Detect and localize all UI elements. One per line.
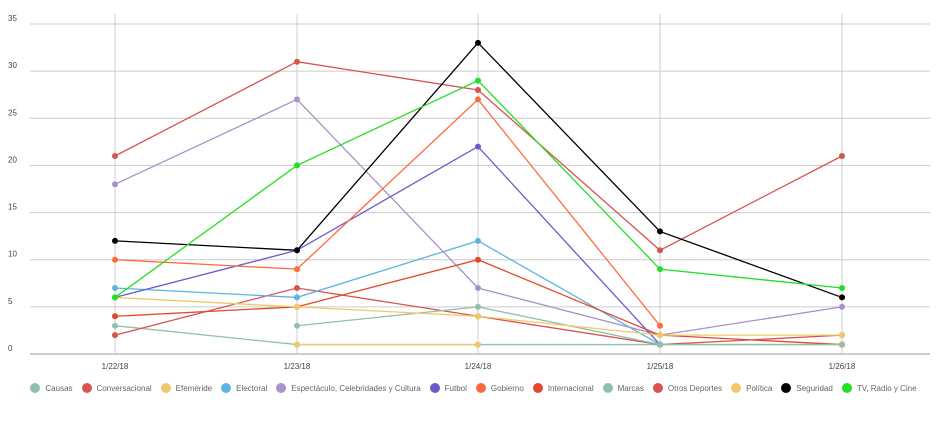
legend-item[interactable]: Otros Deportes bbox=[652, 383, 723, 393]
legend-marker-icon bbox=[276, 383, 287, 393]
legend-label: Causas bbox=[45, 383, 73, 393]
data-point bbox=[294, 162, 300, 169]
legend-marker-icon bbox=[652, 383, 663, 393]
data-point bbox=[294, 294, 300, 301]
legend-item[interactable]: Espectáculo, Celebridades y Cultura bbox=[276, 383, 421, 393]
legend-marker-icon bbox=[841, 383, 852, 393]
data-point bbox=[839, 294, 845, 301]
y-tick-label: 15 bbox=[8, 203, 17, 212]
legend-marker-icon bbox=[221, 383, 232, 393]
y-tick-label: 35 bbox=[8, 14, 17, 23]
data-point bbox=[112, 313, 118, 320]
data-point bbox=[657, 341, 663, 348]
legend-marker-icon bbox=[781, 383, 792, 393]
legend-marker-icon bbox=[81, 383, 92, 393]
data-point bbox=[657, 332, 663, 339]
series-line bbox=[114, 240, 661, 346]
data-point bbox=[657, 322, 663, 329]
data-point bbox=[112, 322, 118, 329]
y-tick-label: 0 bbox=[8, 344, 13, 353]
data-point bbox=[112, 256, 118, 263]
data-point bbox=[112, 294, 118, 301]
legend-item[interactable]: Gobierno bbox=[475, 383, 524, 393]
data-point bbox=[475, 341, 481, 348]
legend-item[interactable]: Efeméride bbox=[160, 383, 213, 393]
x-tick-label: 1/26/18 bbox=[829, 362, 856, 371]
series-line bbox=[114, 98, 661, 327]
data-point bbox=[475, 87, 481, 93]
data-point bbox=[657, 266, 663, 273]
legend-label: Otros Deportes bbox=[667, 383, 723, 393]
legend-label: Política bbox=[746, 383, 773, 393]
legend-marker-icon bbox=[731, 383, 742, 393]
y-tick-label: 30 bbox=[8, 61, 17, 70]
legend-label: Internacional bbox=[547, 383, 594, 393]
data-point bbox=[294, 341, 300, 348]
data-point bbox=[839, 332, 845, 339]
y-tick-label: 20 bbox=[8, 155, 17, 164]
data-point bbox=[475, 237, 481, 244]
legend-label: TV, Radio y Cine bbox=[856, 383, 917, 393]
legend-item[interactable]: Internacional bbox=[532, 383, 594, 393]
legend-item[interactable]: Política bbox=[731, 383, 772, 393]
data-point bbox=[839, 153, 845, 159]
legend-item[interactable]: Futbol bbox=[429, 383, 467, 393]
x-tick-label: 1/22/18 bbox=[102, 362, 129, 371]
data-point bbox=[839, 341, 845, 348]
legend-marker-icon bbox=[602, 383, 613, 393]
data-point bbox=[294, 58, 300, 65]
legend-item[interactable]: Marcas bbox=[602, 383, 644, 393]
legend-item[interactable]: Seguridad bbox=[781, 383, 833, 393]
legend-marker-icon bbox=[429, 383, 440, 393]
legend-marker-icon bbox=[532, 383, 543, 393]
legend-marker-icon bbox=[475, 383, 486, 393]
y-tick-label: 10 bbox=[8, 250, 17, 259]
x-tick-label: 1/25/18 bbox=[647, 362, 674, 371]
data-point bbox=[294, 247, 300, 254]
data-point bbox=[475, 96, 481, 103]
legend-label: Seguridad bbox=[796, 383, 833, 393]
legend-label: Espectáculo, Celebridades y Cultura bbox=[291, 383, 421, 393]
legend: Causas Conversacional Efeméride Electoral Es… bbox=[0, 383, 947, 393]
data-point bbox=[475, 143, 481, 150]
data-point bbox=[475, 77, 481, 84]
legend-label: Gobierno bbox=[490, 383, 524, 393]
data-point bbox=[112, 237, 118, 244]
data-point bbox=[112, 181, 118, 188]
legend-item[interactable]: Causas bbox=[30, 383, 73, 393]
data-point bbox=[657, 228, 663, 235]
legend-item[interactable]: TV, Radio y Cine bbox=[841, 383, 917, 393]
data-point bbox=[657, 247, 663, 254]
data-point bbox=[475, 303, 481, 310]
data-point bbox=[294, 266, 300, 273]
legend-item[interactable]: Conversacional bbox=[81, 383, 152, 393]
data-point bbox=[475, 39, 481, 46]
x-tick-label: 1/23/18 bbox=[284, 362, 311, 371]
data-point bbox=[475, 313, 481, 320]
data-point bbox=[839, 303, 845, 310]
legend-label: Futbol bbox=[444, 383, 467, 393]
data-point bbox=[294, 285, 300, 291]
data-point bbox=[839, 285, 845, 291]
x-tick-label: 1/24/18 bbox=[465, 362, 492, 371]
legend-item[interactable]: Electoral bbox=[221, 383, 267, 393]
data-point bbox=[112, 332, 118, 339]
data-point bbox=[294, 303, 300, 310]
data-point bbox=[294, 322, 300, 329]
y-tick-label: 25 bbox=[8, 108, 17, 117]
data-point bbox=[112, 285, 118, 291]
y-tick-label: 5 bbox=[8, 297, 13, 306]
legend-label: Efeméride bbox=[175, 383, 213, 393]
legend-label: Marcas bbox=[617, 383, 644, 393]
line-chart: 0 5 10 15 20 25 30 35 1/22/18 1/23/18 1/24/18 1/25/… bbox=[8, 14, 930, 371]
legend-label: Electoral bbox=[236, 383, 268, 393]
legend-marker-icon bbox=[30, 383, 41, 393]
data-point bbox=[112, 153, 118, 159]
legend-marker-icon bbox=[160, 383, 171, 393]
data-point bbox=[475, 285, 481, 291]
data-point bbox=[475, 256, 481, 263]
data-point bbox=[294, 96, 300, 103]
series-line bbox=[114, 145, 661, 346]
legend-label: Conversacional bbox=[96, 383, 152, 393]
